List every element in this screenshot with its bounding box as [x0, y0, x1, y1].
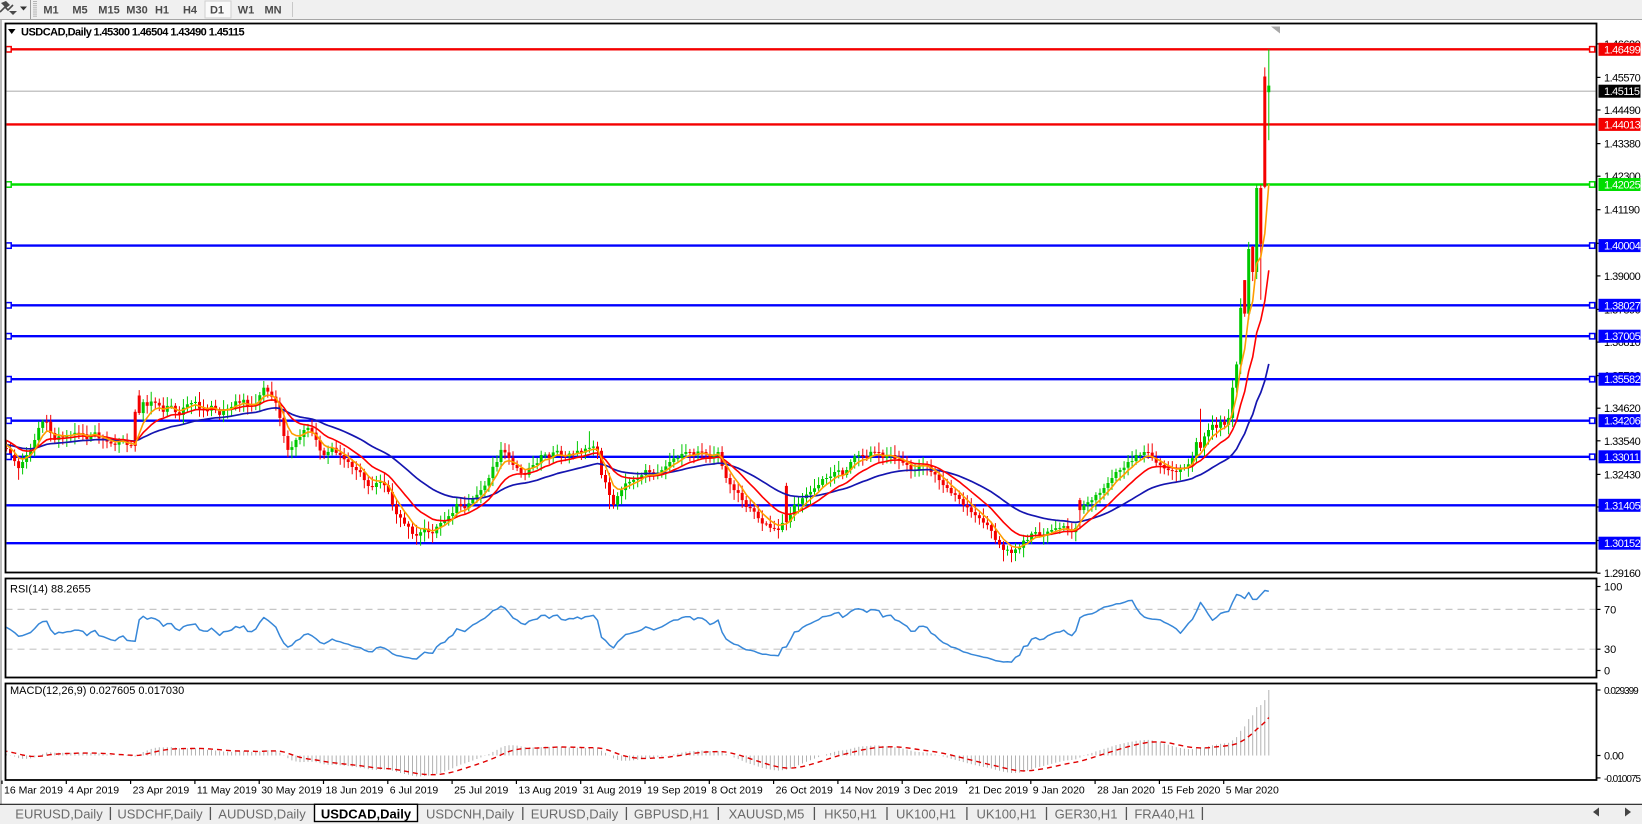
svg-text:1.45300 1.46504 1.43490 1.4511: 1.45300 1.46504 1.43490 1.45115: [94, 27, 245, 39]
svg-text:11 May 2019: 11 May 2019: [197, 785, 257, 797]
svg-text:0.00: 0.00: [1604, 751, 1624, 763]
svg-text:M5: M5: [72, 5, 87, 17]
svg-text:M1: M1: [43, 5, 58, 17]
svg-text:W1: W1: [238, 5, 255, 17]
svg-text:1.41190: 1.41190: [1604, 205, 1640, 217]
svg-text:H1: H1: [155, 5, 169, 17]
svg-text:1.44490: 1.44490: [1604, 105, 1641, 117]
svg-text:1.31405: 1.31405: [1604, 500, 1641, 512]
svg-text:1.33011: 1.33011: [1604, 452, 1640, 464]
svg-text:EURUSD,Daily: EURUSD,Daily: [15, 807, 103, 822]
svg-text:AUDUSD,Daily: AUDUSD,Daily: [218, 807, 306, 822]
svg-text:1.39000: 1.39000: [1604, 271, 1641, 283]
svg-text:1.38027: 1.38027: [1604, 300, 1641, 312]
svg-text:GBPUSD,H1: GBPUSD,H1: [634, 807, 709, 822]
svg-text:31 Aug 2019: 31 Aug 2019: [583, 785, 642, 797]
svg-text:MN: MN: [264, 5, 281, 17]
svg-text:0: 0: [1604, 666, 1610, 678]
svg-text:XAUUSD,M5: XAUUSD,M5: [729, 807, 805, 822]
svg-text:HK50,H1: HK50,H1: [824, 807, 877, 822]
svg-text:1.30152: 1.30152: [1604, 538, 1641, 550]
svg-text:0.029399: 0.029399: [1604, 686, 1639, 697]
svg-text:USDCHF,Daily: USDCHF,Daily: [117, 807, 203, 822]
svg-text:M15: M15: [98, 5, 119, 17]
svg-text:FRA40,H1: FRA40,H1: [1134, 807, 1195, 822]
svg-text:1.44013: 1.44013: [1604, 119, 1641, 131]
svg-text:UK100,H1: UK100,H1: [977, 807, 1037, 822]
svg-text:8 Oct 2019: 8 Oct 2019: [711, 785, 763, 797]
svg-text:-0.010075: -0.010075: [1604, 774, 1641, 785]
svg-text:100: 100: [1604, 582, 1622, 594]
svg-text:25 Jul 2019: 25 Jul 2019: [454, 785, 508, 797]
svg-text:1.45570: 1.45570: [1604, 72, 1641, 84]
svg-text:23 Apr 2019: 23 Apr 2019: [133, 785, 190, 797]
svg-text:USDCAD,Daily: USDCAD,Daily: [321, 807, 412, 822]
svg-text:1.45115: 1.45115: [1604, 86, 1640, 98]
svg-text:USDCNH,Daily: USDCNH,Daily: [426, 807, 515, 822]
svg-text:5 Mar 2020: 5 Mar 2020: [1226, 785, 1279, 797]
svg-text:21 Dec 2019: 21 Dec 2019: [969, 785, 1029, 797]
svg-text:18 Jun 2019: 18 Jun 2019: [326, 785, 384, 797]
svg-text:H4: H4: [183, 5, 198, 17]
svg-text:1.46499: 1.46499: [1604, 44, 1641, 56]
svg-text:M30: M30: [126, 5, 147, 17]
svg-text:30: 30: [1604, 644, 1616, 656]
svg-text:15 Feb 2020: 15 Feb 2020: [1161, 785, 1220, 797]
svg-text:1.37005: 1.37005: [1604, 331, 1641, 343]
svg-text:30 May 2019: 30 May 2019: [261, 785, 322, 797]
svg-text:GER30,H1: GER30,H1: [1055, 807, 1118, 822]
svg-text:1.42025: 1.42025: [1604, 180, 1641, 192]
svg-text:1.32430: 1.32430: [1604, 469, 1641, 481]
svg-text:19 Sep 2019: 19 Sep 2019: [647, 785, 707, 797]
svg-text:3 Dec 2019: 3 Dec 2019: [904, 785, 958, 797]
svg-text:UK100,H1: UK100,H1: [896, 807, 956, 822]
svg-text:D1: D1: [210, 5, 224, 17]
svg-text:1.43380: 1.43380: [1604, 139, 1641, 151]
svg-text:1.40004: 1.40004: [1604, 241, 1641, 253]
svg-text:13 Aug 2019: 13 Aug 2019: [518, 785, 577, 797]
svg-text:1.34206: 1.34206: [1604, 416, 1641, 428]
svg-text:14 Nov 2019: 14 Nov 2019: [840, 785, 900, 797]
svg-text:USDCAD,Daily: USDCAD,Daily: [21, 27, 93, 39]
svg-text:16 Mar 2019: 16 Mar 2019: [4, 785, 63, 797]
svg-text:1.29160: 1.29160: [1604, 568, 1641, 580]
svg-text:MACD(12,26,9) 0.027605 0.01703: MACD(12,26,9) 0.027605 0.017030: [10, 685, 184, 697]
svg-text:1.35582: 1.35582: [1604, 374, 1641, 386]
svg-text:26 Oct 2019: 26 Oct 2019: [776, 785, 833, 797]
svg-text:1.33540: 1.33540: [1604, 436, 1641, 448]
svg-text:RSI(14) 88.2655: RSI(14) 88.2655: [10, 584, 91, 596]
svg-text:6 Jul 2019: 6 Jul 2019: [390, 785, 439, 797]
svg-text:28 Jan 2020: 28 Jan 2020: [1097, 785, 1155, 797]
svg-text:EURUSD,Daily: EURUSD,Daily: [531, 807, 619, 822]
svg-text:9 Jan 2020: 9 Jan 2020: [1033, 785, 1085, 797]
svg-text:1.34620: 1.34620: [1604, 403, 1641, 415]
svg-text:70: 70: [1604, 604, 1616, 616]
svg-text:4 Apr 2019: 4 Apr 2019: [68, 785, 119, 797]
